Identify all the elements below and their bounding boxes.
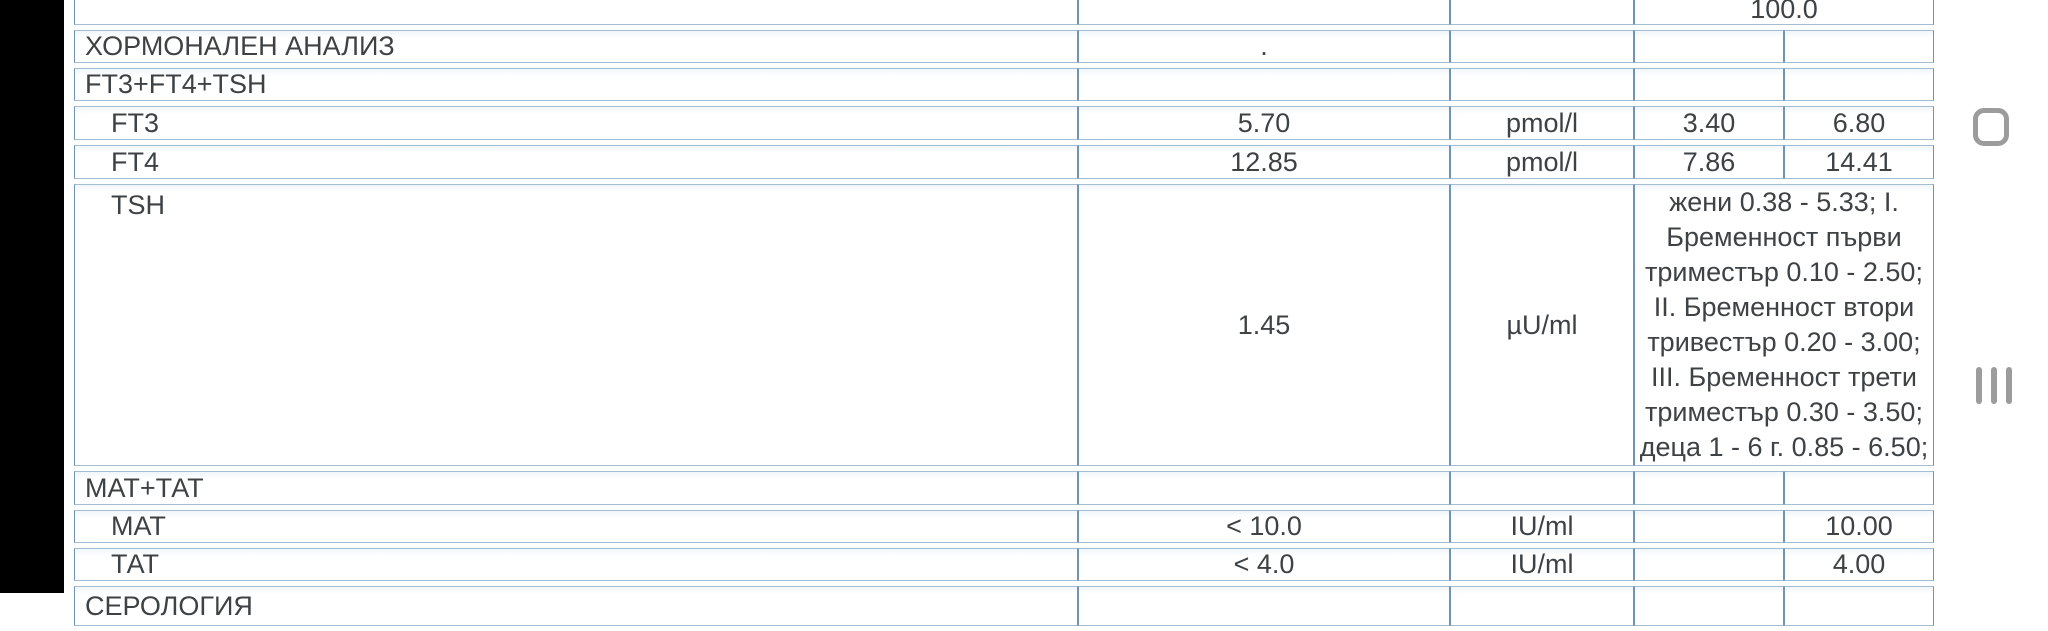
- cell-result: < 10.0: [1078, 510, 1450, 543]
- cell-test-name: FT3: [74, 106, 1078, 140]
- cell-ref-low: [1634, 510, 1784, 543]
- cell-test-name: FT4: [74, 145, 1078, 179]
- cell-result: < 4.0: [1078, 548, 1450, 581]
- cell-ref-high: [1784, 30, 1935, 63]
- cell-ref-high: [1784, 68, 1935, 101]
- cell-unit: [1450, 68, 1634, 101]
- cell-ref-low: 3.40: [1634, 106, 1784, 140]
- cell-unit: [1450, 0, 1634, 25]
- table-row: FT4 12.85 pmol/l 7.86 14.41: [74, 145, 1935, 179]
- table-row: TSH 1.45 µU/ml жени 0.38 - 5.33; I. Брем…: [74, 184, 1935, 466]
- cell-result: [1078, 0, 1450, 25]
- cell-unit: µU/ml: [1450, 184, 1634, 466]
- cell-ref-low: [1634, 586, 1784, 626]
- cell-ref-low: [1634, 548, 1784, 581]
- table-row: ХОРМОНАЛЕН АНАЛИЗ .: [74, 30, 1935, 63]
- cell-reference-merged: жени 0.38 - 5.33; I. Бременност първи тр…: [1634, 184, 1935, 466]
- table-row: СЕРОЛОГИЯ: [74, 586, 1935, 626]
- recents-bar-icon: [1991, 367, 1997, 404]
- cell-unit: IU/ml: [1450, 548, 1634, 581]
- table-row: FT3+FT4+TSH: [74, 68, 1935, 101]
- screen-edge-black-bar: [0, 0, 64, 593]
- cell-unit: [1450, 586, 1634, 626]
- cell-test-name: СЕРОЛОГИЯ: [74, 586, 1078, 626]
- reference-range-text: жени 0.38 - 5.33; I. Бременност първи тр…: [1639, 187, 1929, 462]
- cell-test-name: МАТ+ТАТ: [74, 471, 1078, 505]
- cell-ref-high: 6.80: [1784, 106, 1935, 140]
- cell-test-name: ХОРМОНАЛЕН АНАЛИЗ: [74, 30, 1078, 63]
- table-row: FT3 5.70 pmol/l 3.40 6.80: [74, 106, 1935, 140]
- cell-ref-low: [1634, 68, 1784, 101]
- cell-ref-high: 4.00: [1784, 548, 1935, 581]
- cell-ref-high: [1784, 586, 1935, 626]
- cell-test-name: FT3+FT4+TSH: [74, 68, 1078, 101]
- cell-ref-low: 7.86: [1634, 145, 1784, 179]
- cell-reference-merged: 100.0: [1634, 0, 1935, 25]
- cell-unit: pmol/l: [1450, 106, 1634, 140]
- cell-result: [1078, 586, 1450, 626]
- table-row: 100.0: [74, 0, 1935, 25]
- lab-results-table: 100.0 ХОРМОНАЛЕН АНАЛИЗ . FT3+FT4+TSH FT…: [74, 0, 1935, 631]
- cell-result: [1078, 471, 1450, 505]
- cell-unit: [1450, 30, 1634, 63]
- cell-ref-high: [1784, 471, 1935, 505]
- home-icon[interactable]: [1973, 108, 2009, 146]
- cell-test-name: МАТ: [74, 510, 1078, 543]
- cell-ref-high: 14.41: [1784, 145, 1935, 179]
- cell-result: [1078, 68, 1450, 101]
- cell-test-name: ТАТ: [74, 548, 1078, 581]
- cell-result: 1.45: [1078, 184, 1450, 466]
- table-row: ТАТ < 4.0 IU/ml 4.00: [74, 548, 1935, 581]
- cell-result: 12.85: [1078, 145, 1450, 179]
- cell-unit: pmol/l: [1450, 145, 1634, 179]
- cell-test-name: [74, 0, 1078, 25]
- lab-report-table-container: 100.0 ХОРМОНАЛЕН АНАЛИЗ . FT3+FT4+TSH FT…: [74, 0, 1935, 631]
- cell-test-name: TSH: [74, 184, 1078, 466]
- recents-bar-icon: [1976, 367, 1982, 404]
- cell-ref-low: [1634, 30, 1784, 63]
- cell-unit: IU/ml: [1450, 510, 1634, 543]
- recents-icon[interactable]: [1976, 367, 2013, 404]
- cell-result: .: [1078, 30, 1450, 63]
- cell-result: 5.70: [1078, 106, 1450, 140]
- recents-bar-icon: [2006, 367, 2012, 404]
- table-row: МАТ < 10.0 IU/ml 10.00: [74, 510, 1935, 543]
- table-row: МАТ+ТАТ: [74, 471, 1935, 505]
- cell-ref-high: 10.00: [1784, 510, 1935, 543]
- cell-unit: [1450, 471, 1634, 505]
- cell-ref-low: [1634, 471, 1784, 505]
